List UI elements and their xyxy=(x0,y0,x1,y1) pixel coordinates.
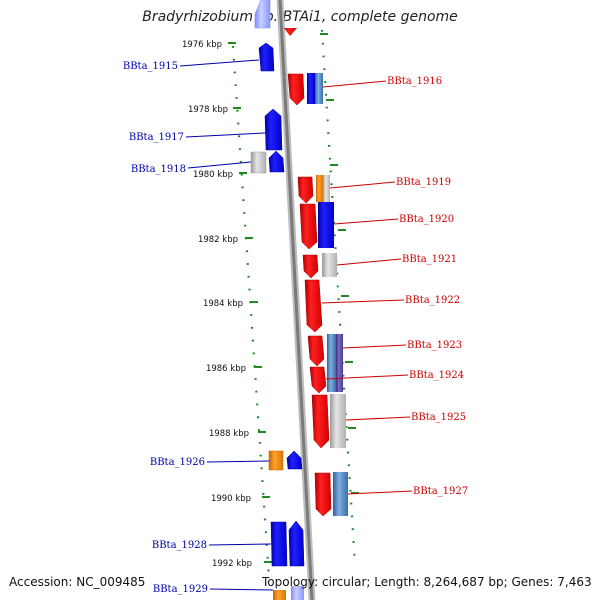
gene-arrow-BBta_1922[interactable] xyxy=(304,279,323,333)
gene-box-BBta_1923-steel[interactable] xyxy=(327,334,336,392)
scale-label: 1976 kbp xyxy=(182,40,222,50)
gene-box-BBta_1919-orange[interactable] xyxy=(316,175,323,202)
genome-backbone-core xyxy=(278,0,314,600)
gene-label-BBta_1916[interactable]: BBta_1916 xyxy=(387,76,442,87)
gene-box-BBta_1927-steel[interactable] xyxy=(333,472,348,516)
gene-label-BBta_1922[interactable]: BBta_1922 xyxy=(405,295,460,306)
leader-line-BBta_1916 xyxy=(322,80,387,88)
leader-line-BBta_1929 xyxy=(209,588,274,591)
gene-label-BBta_1925[interactable]: BBta_1925 xyxy=(411,412,466,423)
gene-label-BBta_1919[interactable]: BBta_1919 xyxy=(396,177,451,188)
gene-box-BBta_1929[interactable] xyxy=(273,590,286,600)
scale-label: 1990 kbp xyxy=(211,494,251,504)
gene-feature-partial[interactable] xyxy=(284,28,297,36)
gene-label-BBta_1921[interactable]: BBta_1921 xyxy=(402,254,457,265)
leader-line-BBta_1928 xyxy=(208,543,272,546)
gene-arrow-BBta_1923[interactable] xyxy=(307,335,325,367)
leader-line-BBta_1926 xyxy=(206,460,270,463)
scale-label: 1978 kbp xyxy=(188,105,228,115)
gene-box-BBta_1923-indigo[interactable] xyxy=(336,334,343,392)
gene-feature-partial[interactable] xyxy=(254,0,271,29)
genome-summary-text: Topology: circular; Length: 8,264,687 bp… xyxy=(262,575,592,589)
leader-line-BBta_1921 xyxy=(336,258,402,266)
gene-arrow-BBta_1925[interactable] xyxy=(311,394,330,449)
scale-label: 1982 kbp xyxy=(198,235,238,245)
gene-label-BBta_1927[interactable]: BBta_1927 xyxy=(413,486,468,497)
gene-arrow-BBta_1920[interactable] xyxy=(299,203,318,250)
gene-label-BBta_1915[interactable]: BBta_1915 xyxy=(123,61,178,72)
gene-arrow-BBta_1917[interactable] xyxy=(264,108,283,151)
gene-label-BBta_1917[interactable]: BBta_1917 xyxy=(129,132,184,143)
gene-box-BBta_1919-grey[interactable] xyxy=(323,175,330,202)
gene-arrow-BBta_1928[interactable] xyxy=(270,521,288,567)
gene-label-BBta_1929[interactable]: BBta_1929 xyxy=(153,584,208,595)
leader-line-BBta_1922 xyxy=(321,299,405,304)
leader-line-BBta_1923 xyxy=(342,344,407,349)
scale-label: 1992 kbp xyxy=(212,559,252,569)
gene-box-BBta_1918-neighbor[interactable] xyxy=(250,151,267,174)
scale-label: 1988 kbp xyxy=(209,429,249,439)
leader-line-BBta_1915 xyxy=(179,59,260,67)
leader-line-BBta_1920 xyxy=(333,218,399,225)
gene-arrow-BBta_1926[interactable] xyxy=(286,450,303,470)
gene-label-BBta_1926[interactable]: BBta_1926 xyxy=(150,457,205,468)
gene-arrow-BBta_1919[interactable] xyxy=(297,176,314,204)
gene-box-BBta_1920-blue[interactable] xyxy=(318,202,334,248)
kbp-scale: 1976 kbp 1978 kbp 1980 kbp 1982 kbp 1984… xyxy=(182,40,272,569)
scale-label: 1986 kbp xyxy=(206,364,246,374)
right-scale-ticks xyxy=(320,33,359,494)
accession-text: Accession: NC_009485 xyxy=(9,575,146,589)
gene-label-BBta_1923[interactable]: BBta_1923 xyxy=(407,340,462,351)
gene-arrow-BBta_1921[interactable] xyxy=(302,254,319,279)
gene-label-BBta_1928[interactable]: BBta_1928 xyxy=(152,540,207,551)
gene-arrow-BBta_1918[interactable] xyxy=(268,150,285,173)
leader-line-BBta_1925 xyxy=(345,416,411,421)
gene-label-BBta_1918[interactable]: BBta_1918 xyxy=(131,164,186,175)
gene-label-BBta_1924[interactable]: BBta_1924 xyxy=(409,370,464,381)
leader-line-BBta_1917 xyxy=(185,132,266,138)
gene-arrow-BBta_1924[interactable] xyxy=(309,366,327,394)
gene-label-BBta_1920[interactable]: BBta_1920 xyxy=(399,214,454,225)
leader-line-BBta_1919 xyxy=(329,181,396,189)
leader-line-BBta_1924 xyxy=(325,374,409,380)
gene-box-BBta_1926-neighbor[interactable] xyxy=(268,450,284,471)
scale-label: 1984 kbp xyxy=(203,299,243,309)
scale-label: 1980 kbp xyxy=(193,170,233,180)
gene-arrow-BBta_1927[interactable] xyxy=(314,472,332,517)
gene-box-BBta_1925-grey[interactable] xyxy=(330,394,346,448)
leader-line-BBta_1927 xyxy=(347,490,413,495)
leader-line-BBta_1918 xyxy=(187,161,252,169)
gene-arrow-BBta_1915[interactable] xyxy=(258,42,275,72)
gene-box-BBta_1916-steel[interactable] xyxy=(315,73,323,104)
gene-arrow-BBta_1928b[interactable] xyxy=(288,520,305,567)
gene-box-BBta_1916-blue[interactable] xyxy=(307,73,315,104)
genome-title: Bradyrhizobium sp. BTAi1, complete genom… xyxy=(142,9,458,25)
gene-arrow-BBta_1916[interactable] xyxy=(287,73,305,106)
gene-box-BBta_1929b[interactable] xyxy=(291,586,304,600)
gene-box-BBta_1921-grey[interactable] xyxy=(322,253,337,277)
